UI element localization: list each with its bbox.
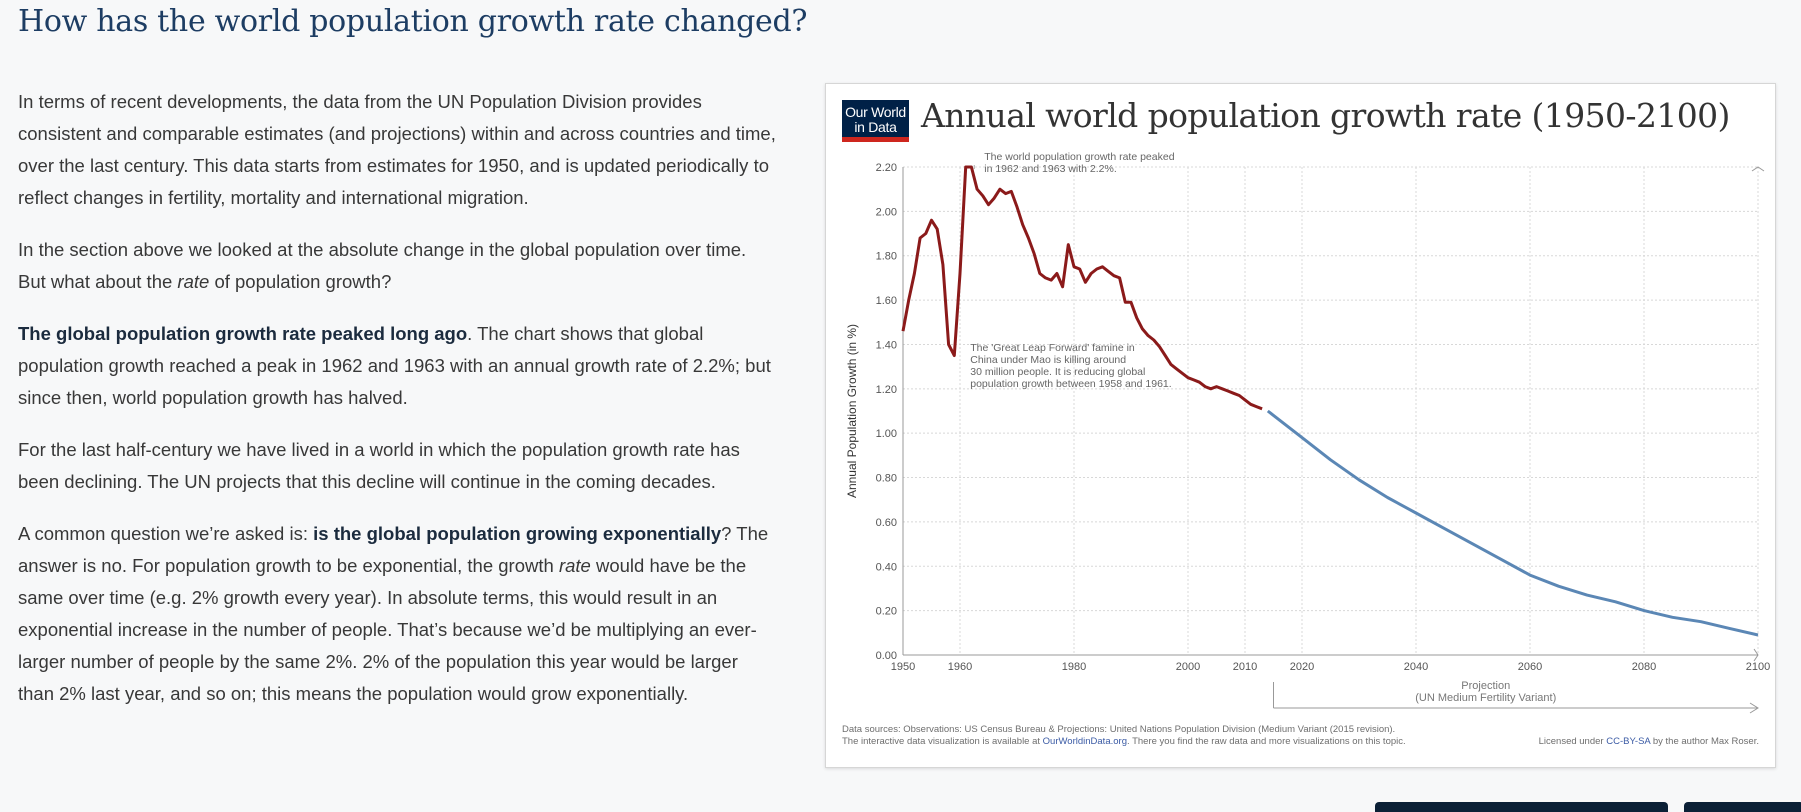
text: ? The answer is no. For population growt…: [18, 523, 769, 576]
annotation-famine-line2: China under Mao is killing around: [970, 354, 1126, 366]
annotation-famine-line4: population growth between 1958 and 1961.: [970, 378, 1171, 390]
x-tick-label: 2020: [1290, 661, 1314, 673]
x-axis-arrow: [1753, 648, 1759, 662]
sources-line-2: The interactive data visualization is av…: [842, 736, 1406, 748]
x-tick-label: 1980: [1062, 661, 1086, 673]
article-body: In terms of recent developments, the dat…: [18, 86, 778, 730]
y-tick-label: 0.80: [876, 473, 897, 485]
y-tick-label: 1.00: [876, 428, 897, 440]
paragraph-exponential: A common question we’re asked is: is the…: [18, 518, 778, 710]
paragraph-declining: For the last half-century we have lived …: [18, 439, 740, 492]
y-axis-label: Annual Population Growth (in %): [845, 324, 859, 498]
license-link[interactable]: CC-BY-SA: [1606, 736, 1651, 747]
bold-peak-statement: The global population growth rate peaked…: [18, 323, 468, 344]
annotation-peak-line2: in 1962 and 1963 with 2.2%.: [984, 163, 1117, 175]
y-tick-label: 0.00: [876, 650, 897, 662]
text: Licensed under: [1538, 736, 1607, 747]
text: In the section above we looked at the ab…: [18, 239, 747, 292]
y-tick-label: 1.60: [876, 295, 897, 307]
emphasis-rate: rate: [177, 271, 210, 292]
x-tick-label: 2000: [1176, 661, 1200, 673]
footer-button-secondary[interactable]: [1684, 802, 1801, 812]
growth-rate-chart: 0.00 0.20 0.40 0.60 0.80 1.00 1.20 1.40 1.60 1.80…: [845, 151, 1770, 714]
footer-button[interactable]: [1375, 802, 1668, 812]
owid-logo[interactable]: Our World in Data: [842, 100, 909, 142]
y-axis-arrow: [1751, 166, 1765, 172]
x-tick-label: 2100: [1746, 661, 1770, 673]
annotation-famine-line3: 30 million people. It is reducing global: [970, 366, 1145, 378]
x-tick-label: 1960: [948, 661, 972, 673]
license-note: Licensed under CC-BY-SA by the author Ma…: [1539, 736, 1759, 748]
x-tick-label: 2060: [1518, 661, 1542, 673]
text: The interactive data visualization is av…: [842, 736, 1043, 747]
projection-label-line2: (UN Medium Fertility Variant): [1415, 692, 1556, 704]
logo-red-bar: [842, 137, 909, 142]
text: of population growth?: [209, 271, 392, 292]
y-tick-label: 0.40: [876, 561, 897, 573]
paragraph-un-data: In terms of recent developments, the dat…: [18, 91, 776, 208]
text: . The chart shows that global population…: [18, 323, 771, 408]
y-tick-label: 1.40: [876, 339, 897, 351]
owid-link[interactable]: OurWorldinData.org: [1042, 736, 1127, 747]
data-sources: Data sources: Observations: US Census Bu…: [842, 724, 1406, 748]
logo-text-line2: in Data: [854, 119, 897, 135]
y-tick-label: 0.20: [876, 606, 897, 618]
x-tick-label: 2080: [1632, 661, 1656, 673]
annotation-peak-line1: The world population growth rate peaked: [984, 151, 1174, 163]
page-title: How has the world population growth rate…: [18, 4, 808, 39]
emphasis-rate: rate: [558, 555, 591, 576]
paragraph-peak: The global population growth rate peaked…: [18, 318, 778, 414]
paragraph-growth-rate-question: In the section above we looked at the ab…: [18, 234, 778, 298]
text: . There you find the raw data and more v…: [1126, 736, 1406, 747]
logo-text-line1: Our World: [845, 104, 906, 120]
projection-label-line1: Projection: [1461, 680, 1510, 692]
y-tick-label: 1.20: [876, 384, 897, 396]
x-tick-label: 2010: [1233, 661, 1257, 673]
sources-line-1: Data sources: Observations: US Census Bu…: [842, 724, 1396, 735]
y-tick-label: 2.20: [876, 162, 897, 174]
y-tick-label: 0.60: [876, 517, 897, 529]
series-line-observations: [901, 165, 1263, 411]
series-line-projection: [1266, 409, 1759, 637]
chart-figure: Our World in Data Annual world populatio…: [825, 83, 1776, 768]
projection-arrow-head: [1749, 702, 1759, 714]
y-tick-label: 1.80: [876, 251, 897, 263]
bold-exponential-question: is the global population growing exponen…: [313, 523, 722, 544]
text: would have be the same over time (e.g. 2…: [18, 555, 757, 704]
y-tick-label: 2.00: [876, 206, 897, 218]
text: by the author Max Roser.: [1650, 736, 1759, 747]
text: A common question we’re asked is:: [18, 523, 314, 544]
annotation-famine-line1: The 'Great Leap Forward' famine in: [970, 342, 1135, 354]
x-tick-label: 1950: [891, 661, 915, 673]
chart-title: Annual world population growth rate (195…: [921, 96, 1730, 135]
x-tick-label: 2040: [1404, 661, 1428, 673]
